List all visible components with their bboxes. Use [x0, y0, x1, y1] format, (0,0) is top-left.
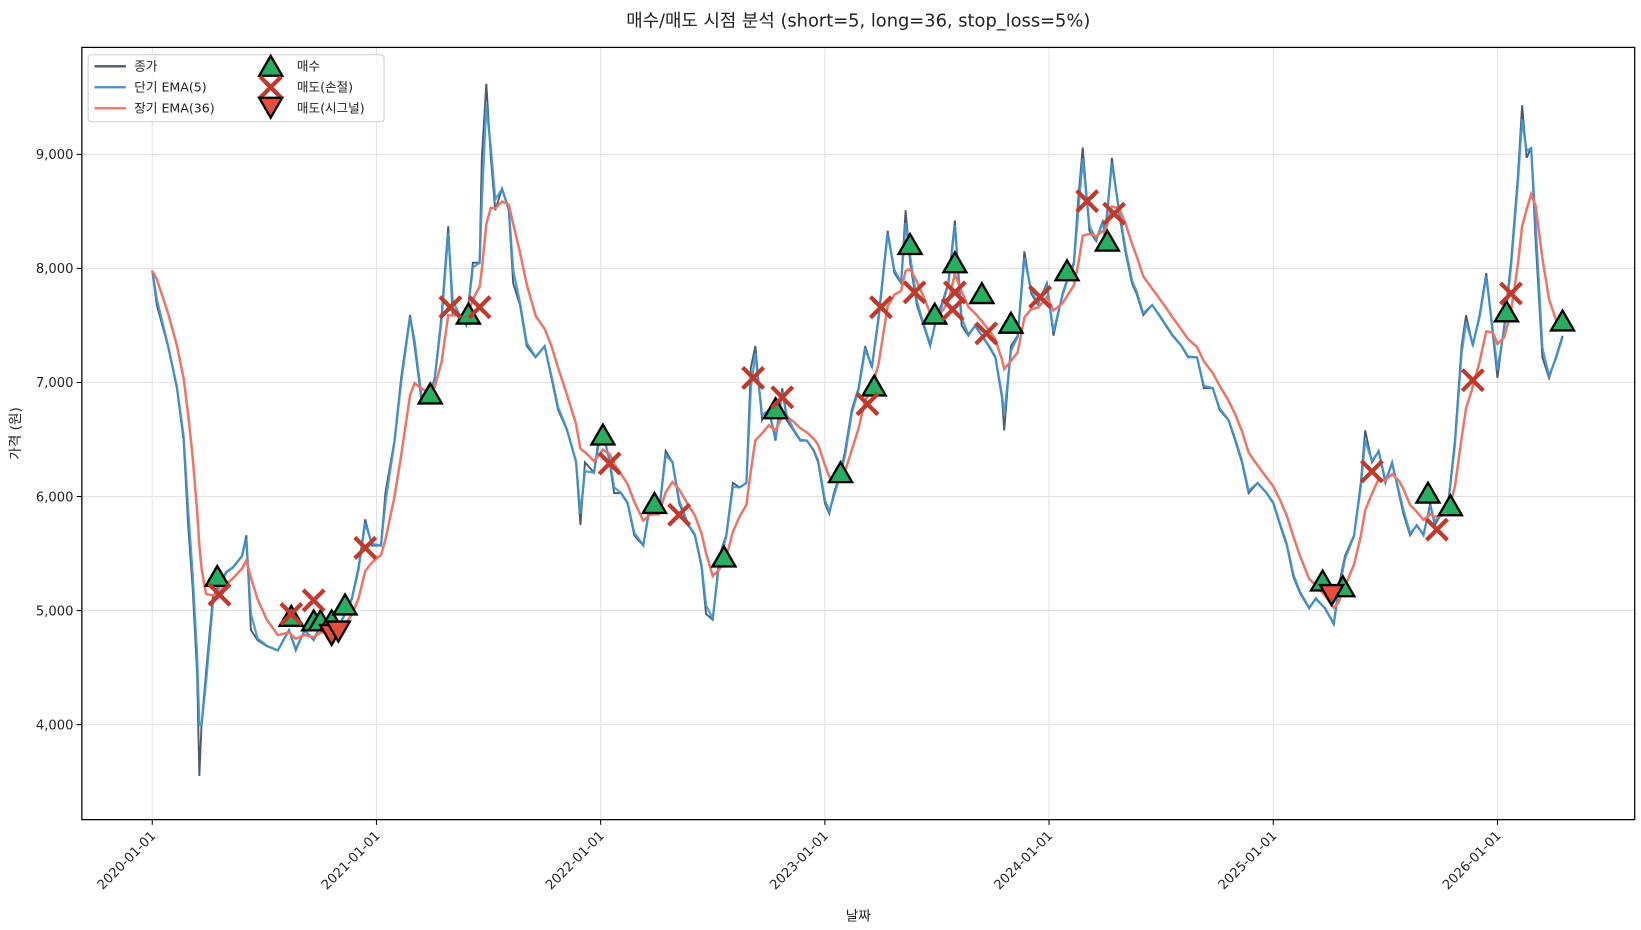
x-axis-label: 날짜: [846, 908, 872, 924]
y-tick-label: 5,000: [36, 604, 74, 619]
buy-marker: [896, 231, 924, 256]
buy-marker: [1492, 299, 1521, 323]
legend-close-label: 종가: [134, 58, 158, 73]
legend-short-ema-label: 단기 EMA(5): [134, 79, 206, 94]
legend-sell-signal-label: 매도(시그널): [297, 100, 365, 115]
sell-stop-marker: [1102, 201, 1127, 226]
legend-box: [87, 54, 385, 123]
sell-signal-marker: [324, 620, 352, 644]
buy-marker: [997, 310, 1025, 334]
legend-long-ema-label: 장기 EMA(36): [134, 100, 214, 115]
y-axis-ticks: 4,000 5,000 6,000 7,000 8,000 9,000: [36, 148, 82, 733]
x-tick-label: 2021-01-01: [319, 829, 383, 893]
buy-marker: [827, 459, 855, 484]
plot-frame: [81, 46, 1636, 821]
y-tick-label: 7,000: [36, 376, 74, 391]
y-tick-label: 9,000: [36, 148, 74, 163]
y-axis-label: 가격 (원): [8, 407, 24, 460]
legend-buy-label: 매수: [297, 58, 320, 73]
buy-marker: [1053, 258, 1081, 282]
x-tick-label: 2022-01-01: [543, 829, 607, 893]
sell-stop-marker: [597, 451, 622, 476]
y-tick-label: 8,000: [36, 262, 74, 277]
buy-marker: [921, 301, 949, 325]
sell-stop-marker: [438, 295, 463, 320]
sell-stop-marker: [1075, 189, 1100, 214]
legend-sell-stop-icon: [258, 75, 283, 100]
x-tick-label: 2020-01-01: [95, 829, 159, 893]
sell-stop-marker: [868, 295, 893, 320]
legend-sell-stop-label: 매도(손절): [297, 79, 353, 94]
sell-stop-marker: [1498, 281, 1523, 306]
x-axis-ticks: 2020-01-01 2021-01-01 2022-01-01 2023-01-01…: [95, 819, 1505, 893]
buy-marker: [1548, 308, 1577, 332]
y-tick-label: 4,000: [36, 718, 74, 733]
buy-marker: [416, 381, 444, 405]
buy-marker: [761, 396, 790, 420]
buy-marker: [203, 563, 231, 588]
buy-marker: [860, 373, 888, 397]
buy-marker: [1414, 480, 1442, 504]
sell-stop-marker: [942, 280, 967, 305]
x-tick-label: 2024-01-01: [992, 829, 1056, 893]
buy-marker: [1436, 492, 1464, 517]
buy-marker: [640, 490, 669, 515]
sell-stop-marker: [1460, 368, 1485, 393]
y-tick-label: 6,000: [36, 490, 74, 505]
sell-stop-marker: [741, 365, 766, 390]
buy-marker: [941, 250, 969, 274]
chart-title: 매수/매도 시점 분석 (short=5, long=36, stop_loss…: [626, 10, 1090, 31]
sell-stop-marker: [1359, 459, 1384, 484]
legend-sell-signal-icon: [257, 96, 285, 121]
sell-stop-marker: [467, 295, 492, 320]
sell-stop-marker: [902, 280, 927, 305]
sell-stop-marker: [353, 535, 378, 560]
sell-stop-marker: [855, 392, 880, 417]
grid-lines: [81, 47, 1635, 820]
sell-stop-marker: [770, 385, 795, 410]
legend: 종가 단기 EMA(5) 장기 EMA(36) 매수 매도(손절) 매도(시그널…: [87, 53, 385, 123]
trade-markers: [203, 189, 1577, 648]
x-tick-label: 2026-01-01: [1440, 829, 1504, 893]
x-tick-label: 2025-01-01: [1216, 829, 1280, 893]
sell-stop-marker: [301, 588, 326, 613]
sell-stop-marker: [279, 602, 304, 626]
sell-signal-marker: [1318, 583, 1346, 608]
sell-stop-marker: [1028, 284, 1053, 309]
sell-stop-marker: [1424, 517, 1449, 542]
long-ema-line: [151, 190, 1564, 641]
buy-marker: [1093, 228, 1121, 252]
buy-marker: [331, 592, 359, 616]
sell-stop-marker: [667, 502, 692, 527]
x-tick-label: 2023-01-01: [767, 829, 831, 893]
series-layer: [151, 83, 1564, 777]
buy-marker: [968, 280, 996, 305]
sell-stop-marker: [974, 321, 999, 346]
buy-marker: [710, 544, 738, 568]
legend-buy-icon: [257, 53, 285, 77]
buy-marker: [589, 422, 617, 446]
sell-stop-marker: [207, 582, 232, 607]
